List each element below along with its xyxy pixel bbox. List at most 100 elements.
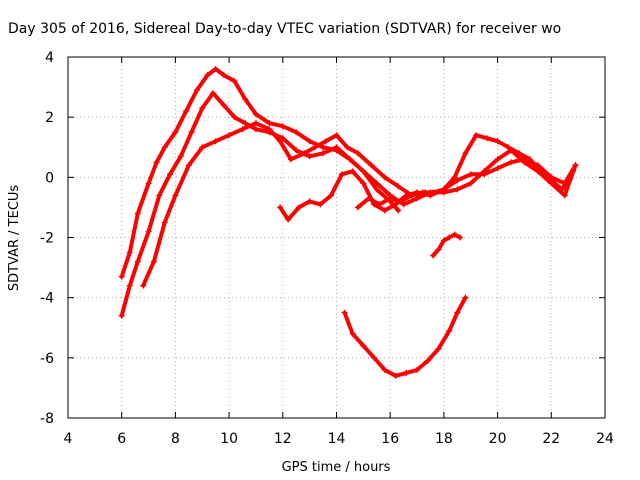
series-trace <box>141 121 428 288</box>
y-tick-label: -4 <box>40 291 54 307</box>
x-tick-label: 4 <box>64 431 73 447</box>
data-point <box>239 126 246 133</box>
data-point <box>381 174 388 181</box>
data-point <box>481 171 488 178</box>
data-point <box>494 165 501 172</box>
data-point <box>572 162 579 169</box>
x-tick-label: 16 <box>381 431 399 447</box>
data-point <box>279 135 286 142</box>
data-point <box>212 66 219 73</box>
data-point <box>516 150 523 157</box>
data-point <box>231 78 238 85</box>
data-point <box>467 171 474 178</box>
data-point <box>424 357 431 364</box>
grid <box>68 57 605 418</box>
data-point <box>293 147 300 154</box>
data-point <box>145 180 152 187</box>
y-tick-label: 0 <box>45 170 54 186</box>
data-point <box>209 90 216 97</box>
data-point <box>266 120 273 127</box>
data-point <box>153 159 160 166</box>
data-point <box>419 189 426 196</box>
data-point <box>287 156 294 163</box>
data-point <box>220 102 227 109</box>
data-point <box>381 207 388 214</box>
data-point <box>344 144 351 151</box>
data-point <box>365 195 372 202</box>
data-point <box>435 246 442 253</box>
data-point <box>454 177 461 184</box>
data-point <box>440 237 447 244</box>
data-point <box>397 198 404 205</box>
data-point <box>381 366 388 373</box>
data-point <box>376 201 383 208</box>
data-point <box>252 111 259 118</box>
data-point <box>360 168 367 175</box>
data-point <box>320 150 327 157</box>
data-point <box>537 168 544 175</box>
data-point <box>301 150 308 157</box>
data-point <box>145 228 152 235</box>
data-point <box>457 234 464 241</box>
data-point <box>494 138 501 145</box>
x-tick-label: 20 <box>489 431 507 447</box>
data-point <box>161 219 168 226</box>
data-point <box>400 201 407 208</box>
data-point <box>414 195 421 202</box>
data-point <box>167 171 174 178</box>
data-point <box>462 150 469 157</box>
data-point <box>306 153 313 160</box>
y-axis-label: SDTVAR / TECUs <box>7 185 22 292</box>
data-point <box>454 309 461 316</box>
data-point <box>435 345 442 352</box>
data-point <box>177 153 184 160</box>
data-point <box>126 249 133 256</box>
data-point <box>277 204 284 211</box>
data-point <box>526 156 533 163</box>
series-track-e <box>354 132 576 211</box>
data-point <box>395 183 402 190</box>
data-point <box>193 87 200 94</box>
data-point <box>242 120 249 127</box>
data-point <box>156 192 163 199</box>
data-point <box>360 180 367 187</box>
data-point <box>306 138 313 145</box>
data-point <box>341 309 348 316</box>
y-tick-label: -8 <box>40 411 54 427</box>
data-point <box>277 138 284 145</box>
data-point <box>451 231 458 238</box>
data-point <box>559 186 566 193</box>
data-point <box>199 144 206 151</box>
data-point <box>505 144 512 151</box>
data-point <box>349 168 356 175</box>
data-point <box>368 162 375 169</box>
series-track-g <box>430 231 464 259</box>
data-point <box>392 372 399 379</box>
chart-title: Day 305 of 2016, Sidereal Day-to-day VTE… <box>8 21 561 37</box>
data-point <box>161 144 168 151</box>
y-tick-label: 2 <box>45 110 54 126</box>
series-track-f <box>341 294 469 379</box>
data-point <box>508 159 515 166</box>
data-point <box>134 210 141 217</box>
data-point <box>126 282 133 289</box>
data-point <box>392 201 399 208</box>
data-point <box>338 171 345 178</box>
data-point <box>349 330 356 337</box>
data-point <box>408 192 415 199</box>
x-tick-label: 22 <box>542 431 560 447</box>
data-point <box>494 156 501 163</box>
data-point <box>440 186 447 193</box>
data-point <box>172 129 179 136</box>
data-point <box>483 135 490 142</box>
data-point <box>473 132 480 139</box>
data-point <box>118 273 125 280</box>
data-point <box>312 144 319 151</box>
data-point <box>279 123 286 130</box>
data-point <box>185 162 192 169</box>
data-point <box>199 105 206 112</box>
data-point <box>172 192 179 199</box>
data-point <box>320 144 327 151</box>
data-point <box>212 138 219 145</box>
